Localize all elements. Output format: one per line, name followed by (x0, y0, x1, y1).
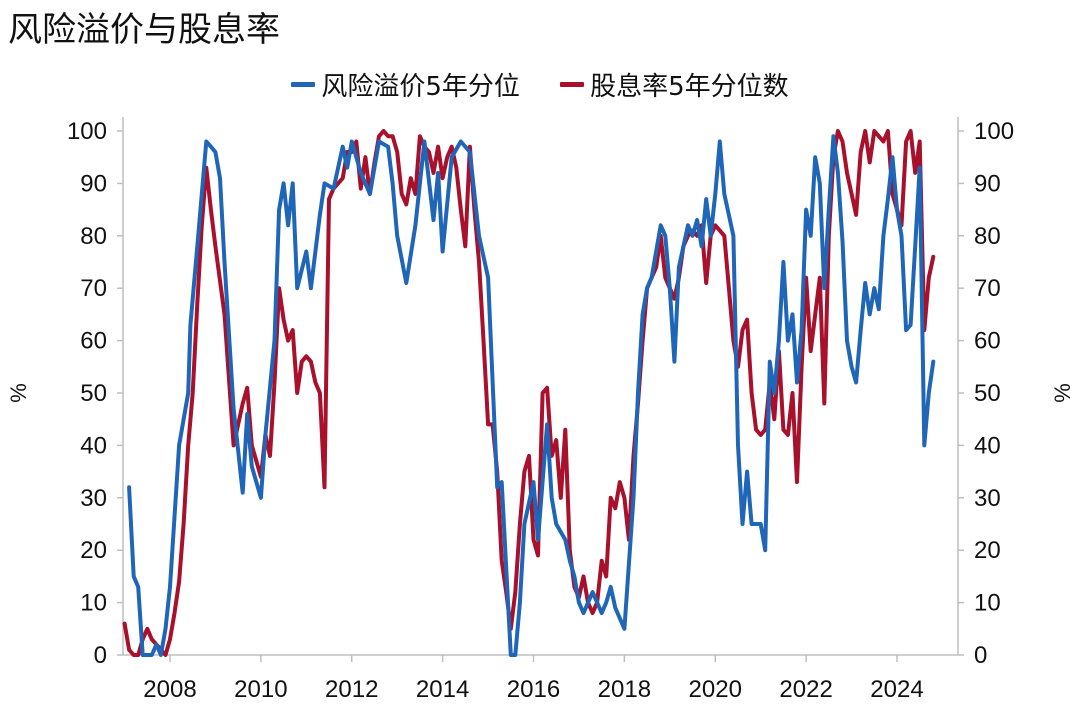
x-tick-label: 2012 (325, 676, 378, 703)
left-y-tick-label: 40 (80, 432, 107, 459)
x-tick-label: 2014 (416, 676, 469, 703)
right-y-tick-label: 10 (974, 590, 1001, 617)
x-tick-label: 2022 (779, 676, 832, 703)
x-tick-label: 2016 (507, 676, 560, 703)
legend-label-series2: 股息率5年分位数 (590, 72, 789, 102)
right-y-tick-label: 30 (974, 485, 1001, 512)
series-line-1 (127, 134, 936, 657)
left-y-tick-label: 70 (80, 275, 107, 302)
legend-swatch-series2 (560, 82, 585, 87)
right-y-tick-label: 90 (974, 170, 1001, 197)
x-tick-label: 2010 (234, 676, 287, 703)
left-y-tick-label: 20 (80, 537, 107, 564)
right-y-tick-label: 40 (974, 432, 1001, 459)
legend: 风险溢价5年分位 股息率5年分位数 (0, 64, 1080, 103)
right-y-tick-label: 20 (974, 537, 1001, 564)
x-tick-label: 2024 (870, 676, 923, 703)
left-y-tick-label: 100 (67, 118, 107, 145)
left-y-tick-label: 60 (80, 328, 107, 355)
right-y-tick-label: 70 (974, 275, 1001, 302)
left-y-axis-label: % (6, 383, 31, 403)
right-y-tick-label: 100 (974, 118, 1014, 145)
legend-swatch-series1 (291, 82, 316, 87)
left-y-tick-label: 30 (80, 485, 107, 512)
left-y-tick-label: 50 (80, 380, 107, 407)
legend-label-series1: 风险溢价5年分位 (321, 72, 520, 102)
legend-item-series2: 股息率5年分位数 (560, 66, 789, 103)
right-y-tick-label: 50 (974, 380, 1001, 407)
x-tick-label: 2008 (143, 676, 196, 703)
left-y-tick-label: 80 (80, 223, 107, 250)
left-y-tick-label: 10 (80, 590, 107, 617)
right-y-tick-label: 0 (974, 642, 987, 669)
right-y-tick-label: 80 (974, 223, 1001, 250)
left-y-tick-label: 90 (80, 170, 107, 197)
series-group (122, 129, 936, 657)
legend-item-series1: 风险溢价5年分位 (291, 66, 520, 103)
x-tick-label: 2020 (689, 676, 742, 703)
right-y-tick-label: 60 (974, 328, 1001, 355)
left-y-tick-label: 0 (94, 642, 107, 669)
chart-title: 风险溢价与股息率 (8, 10, 280, 50)
right-y-axis-label: % (1050, 383, 1075, 403)
x-tick-label: 2018 (598, 676, 651, 703)
